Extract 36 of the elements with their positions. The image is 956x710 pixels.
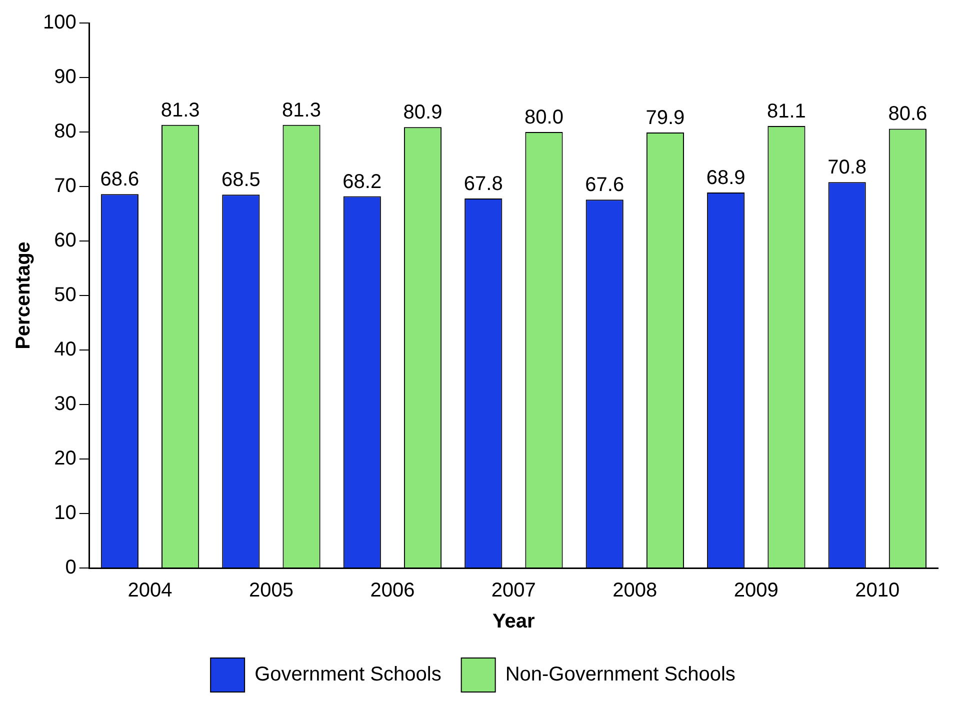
x-tick-label: 2008 xyxy=(612,580,658,602)
y-tick-label: 80 xyxy=(54,120,76,143)
data-label: 80.0 xyxy=(524,106,564,129)
x-axis-title: Year xyxy=(492,610,536,633)
y-tick-label: 90 xyxy=(54,66,76,88)
y-tick-label: 20 xyxy=(54,448,76,470)
data-label: 79.9 xyxy=(646,107,685,130)
data-label: 80.6 xyxy=(888,103,928,126)
data-label: 81.3 xyxy=(160,99,200,122)
data-label: 67.6 xyxy=(585,174,624,196)
y-tick-label: 100 xyxy=(42,12,76,34)
data-label: 67.8 xyxy=(464,173,503,196)
y-tick-label: 0 xyxy=(65,556,76,579)
data-label: 68.2 xyxy=(342,170,382,193)
legend-label: Government Schools xyxy=(254,664,442,686)
x-tick-label: 2006 xyxy=(370,580,415,602)
x-tick-label: 2009 xyxy=(734,580,778,602)
data-label: 81.1 xyxy=(766,100,806,123)
x-tick-label: 2010 xyxy=(855,580,900,602)
data-label: 68.5 xyxy=(221,169,260,192)
y-tick-label: 50 xyxy=(54,284,76,306)
y-tick-label: 70 xyxy=(54,175,76,198)
y-tick-label: 30 xyxy=(54,393,76,416)
data-label: 81.3 xyxy=(282,99,321,122)
y-tick-label: 10 xyxy=(54,502,76,524)
y-tick-label: 60 xyxy=(54,230,76,252)
data-label: 68.6 xyxy=(100,168,140,191)
x-tick-label: 2005 xyxy=(248,580,294,602)
data-label: 80.9 xyxy=(403,102,442,124)
x-tick-label: 2004 xyxy=(128,580,172,602)
data-label: 68.9 xyxy=(706,167,746,190)
data-label: 70.8 xyxy=(828,156,867,179)
x-tick-label: 2007 xyxy=(491,580,536,602)
y-axis-title: Percentage xyxy=(12,242,35,350)
legend-label: Non-Government Schools xyxy=(505,664,736,686)
y-tick-label: 40 xyxy=(54,338,76,361)
